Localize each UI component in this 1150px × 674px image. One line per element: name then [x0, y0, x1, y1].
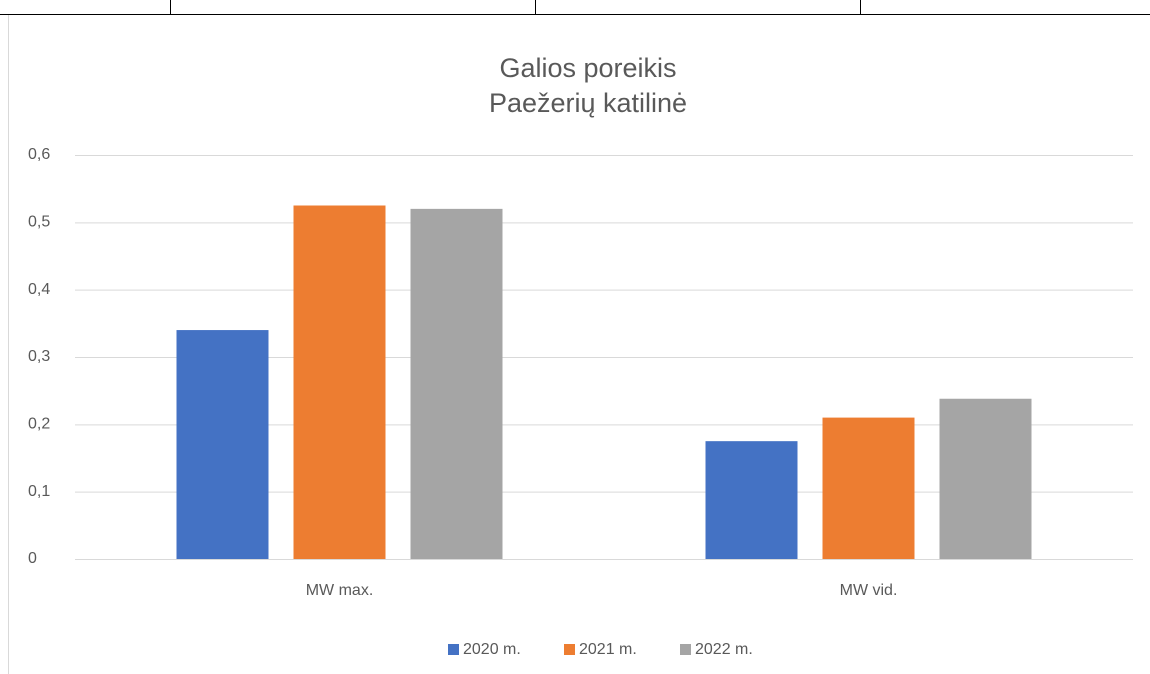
x-tick-label: MW max.: [306, 582, 374, 599]
y-tick-label: 0,3: [28, 348, 50, 365]
legend-swatch: [680, 644, 691, 655]
legend-swatch: [564, 644, 575, 655]
y-tick-label: 0,4: [28, 281, 50, 298]
legend-label: 2022 m.: [695, 641, 753, 658]
y-tick-label: 0,1: [28, 483, 50, 500]
legend-swatch: [448, 644, 459, 655]
y-tick-label: 0,2: [28, 416, 50, 433]
bar: [705, 441, 798, 559]
chart-title: Galios poreikis: [499, 53, 676, 83]
legend-label: 2021 m.: [579, 641, 637, 658]
bar: [939, 398, 1032, 559]
bar: [293, 205, 386, 559]
bar: [176, 330, 269, 559]
bar: [822, 417, 915, 559]
y-tick-label: 0,5: [28, 214, 50, 231]
y-tick-label: 0: [28, 550, 37, 567]
bar: [410, 208, 503, 559]
y-tick-label: 0,6: [28, 146, 50, 163]
chart-subtitle: Paežerių katilinė: [489, 88, 687, 118]
x-tick-label: MW vid.: [840, 582, 898, 599]
legend-label: 2020 m.: [463, 641, 521, 658]
